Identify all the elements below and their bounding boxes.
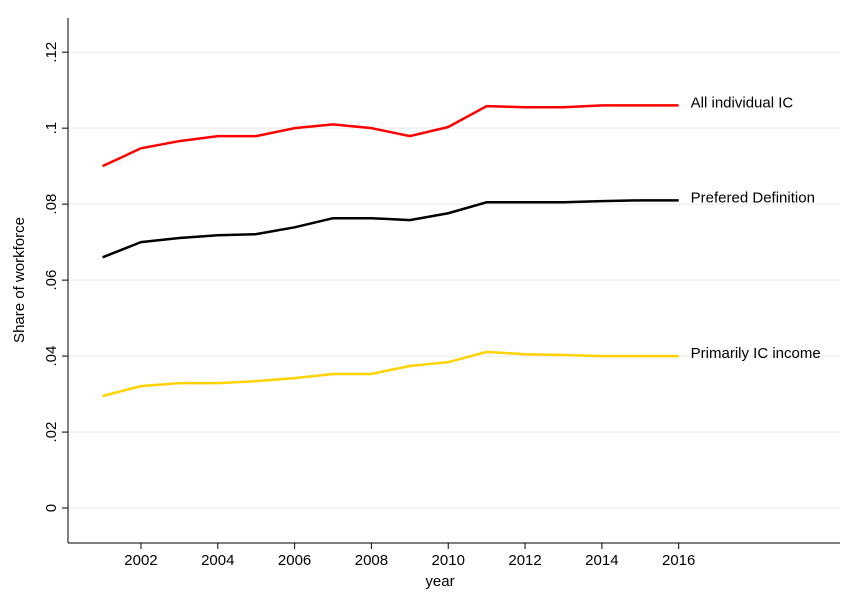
y-tick-label: 0 bbox=[43, 504, 60, 512]
x-tick-label: 2016 bbox=[662, 552, 695, 569]
x-axis-label: year bbox=[425, 573, 454, 590]
y-tick-label: .02 bbox=[43, 422, 60, 443]
x-tick-label: 2002 bbox=[124, 552, 157, 569]
x-tick-label: 2008 bbox=[355, 552, 388, 569]
x-tick-label: 2006 bbox=[278, 552, 311, 569]
y-tick-label: .12 bbox=[43, 42, 60, 63]
series-line bbox=[102, 199, 679, 259]
y-axis-label: Share of workforce bbox=[11, 217, 28, 343]
x-tick-label: 2004 bbox=[201, 552, 234, 569]
x-tick-label: 2012 bbox=[508, 552, 541, 569]
y-tick-label: .08 bbox=[43, 194, 60, 215]
series-line bbox=[102, 104, 679, 168]
series-label: Primarily IC income bbox=[691, 345, 821, 362]
series-label: All individual IC bbox=[691, 94, 794, 111]
series-line bbox=[102, 350, 679, 398]
y-tick-label: .1 bbox=[43, 122, 60, 135]
x-tick-label: 2014 bbox=[585, 552, 618, 569]
y-tick-label: .06 bbox=[43, 270, 60, 291]
y-tick-label: .04 bbox=[43, 346, 60, 367]
series-label: Prefered Definition bbox=[691, 189, 815, 206]
x-tick-label: 2010 bbox=[432, 552, 465, 569]
